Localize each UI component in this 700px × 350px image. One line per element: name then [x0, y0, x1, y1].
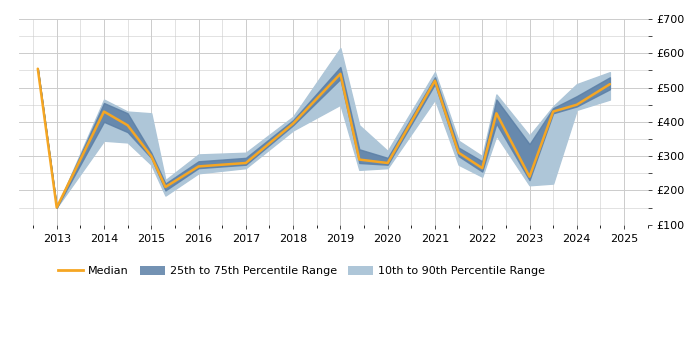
Legend: Median, 25th to 75th Percentile Range, 10th to 90th Percentile Range: Median, 25th to 75th Percentile Range, 1…: [54, 261, 550, 281]
